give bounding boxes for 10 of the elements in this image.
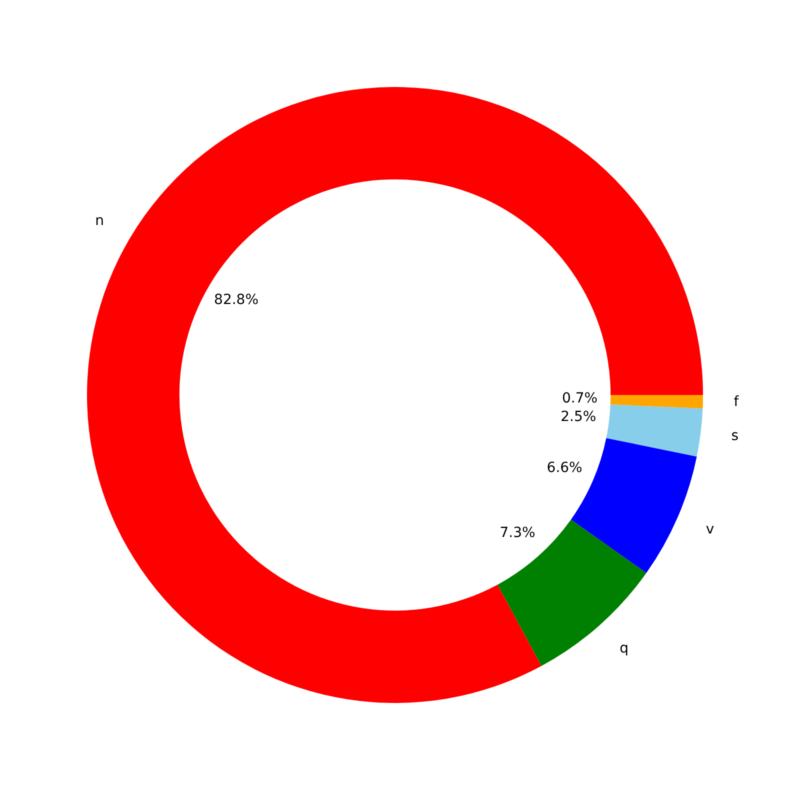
slice-label: s (731, 428, 739, 444)
slice-label: n (95, 213, 104, 230)
data-label: 6.6% (546, 460, 582, 476)
slice-label: q (620, 640, 629, 656)
data-label: 0.7% (562, 390, 598, 407)
slice-label: v (706, 521, 714, 538)
slice-label: f (734, 394, 740, 410)
data-label: 82.8% (214, 292, 259, 308)
data-label: 2.5% (560, 409, 596, 426)
data-label: 7.3% (500, 524, 536, 541)
